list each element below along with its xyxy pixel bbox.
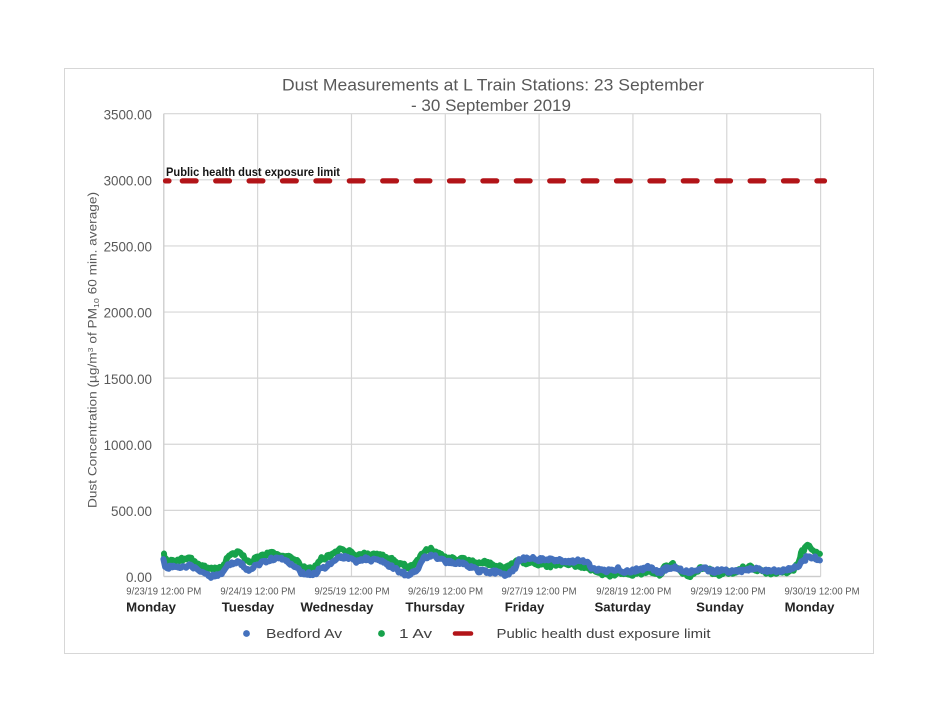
svg-text:9/28/19 12:00 PM: 9/28/19 12:00 PM (596, 587, 671, 598)
svg-text:Public health dust exposure li: Public health dust exposure limit (166, 165, 340, 179)
svg-text:9/29/19 12:00 PM: 9/29/19 12:00 PM (691, 587, 766, 598)
svg-text:9/30/19 12:00 PM: 9/30/19 12:00 PM (785, 587, 860, 598)
svg-text:1000.00: 1000.00 (104, 438, 152, 453)
svg-text:Wednesday: Wednesday (300, 600, 374, 615)
svg-text:Saturday: Saturday (594, 600, 651, 615)
svg-text:Public health dust exposure li: Public health dust exposure limit (497, 626, 711, 641)
svg-text:Monday: Monday (126, 600, 176, 615)
svg-text:Tuesday: Tuesday (222, 600, 275, 615)
svg-text:500.00: 500.00 (111, 504, 152, 519)
svg-text:2000.00: 2000.00 (104, 306, 152, 321)
svg-text:3500.00: 3500.00 (104, 107, 152, 122)
svg-text:0.00: 0.00 (126, 570, 152, 585)
svg-text:Bedford Av: Bedford Av (266, 626, 343, 641)
svg-text:- 30 September 2019: - 30 September 2019 (411, 97, 571, 115)
svg-text:9/24/19 12:00 PM: 9/24/19 12:00 PM (220, 587, 295, 598)
svg-text:9/25/19 12:00 PM: 9/25/19 12:00 PM (315, 587, 390, 598)
svg-text:Dust Concentration (µg/m3 of P: Dust Concentration (µg/m3 of PM10 60 min… (86, 192, 101, 508)
svg-text:Sunday: Sunday (696, 600, 744, 615)
svg-text:9/26/19 12:00 PM: 9/26/19 12:00 PM (408, 587, 483, 598)
svg-text:Thursday: Thursday (405, 600, 465, 615)
svg-text:Monday: Monday (785, 600, 835, 615)
svg-text:1500.00: 1500.00 (104, 372, 152, 387)
svg-text:9/23/19 12:00 PM: 9/23/19 12:00 PM (126, 587, 201, 598)
svg-text:9/27/19 12:00 PM: 9/27/19 12:00 PM (502, 587, 577, 598)
svg-text:Friday: Friday (505, 600, 545, 615)
svg-text:2500.00: 2500.00 (104, 240, 152, 255)
svg-text:3000.00: 3000.00 (104, 173, 152, 188)
svg-text:Dust Measurements at L Train S: Dust Measurements at L Train Stations: 2… (282, 77, 705, 95)
svg-text:1 Av: 1 Av (399, 626, 433, 641)
